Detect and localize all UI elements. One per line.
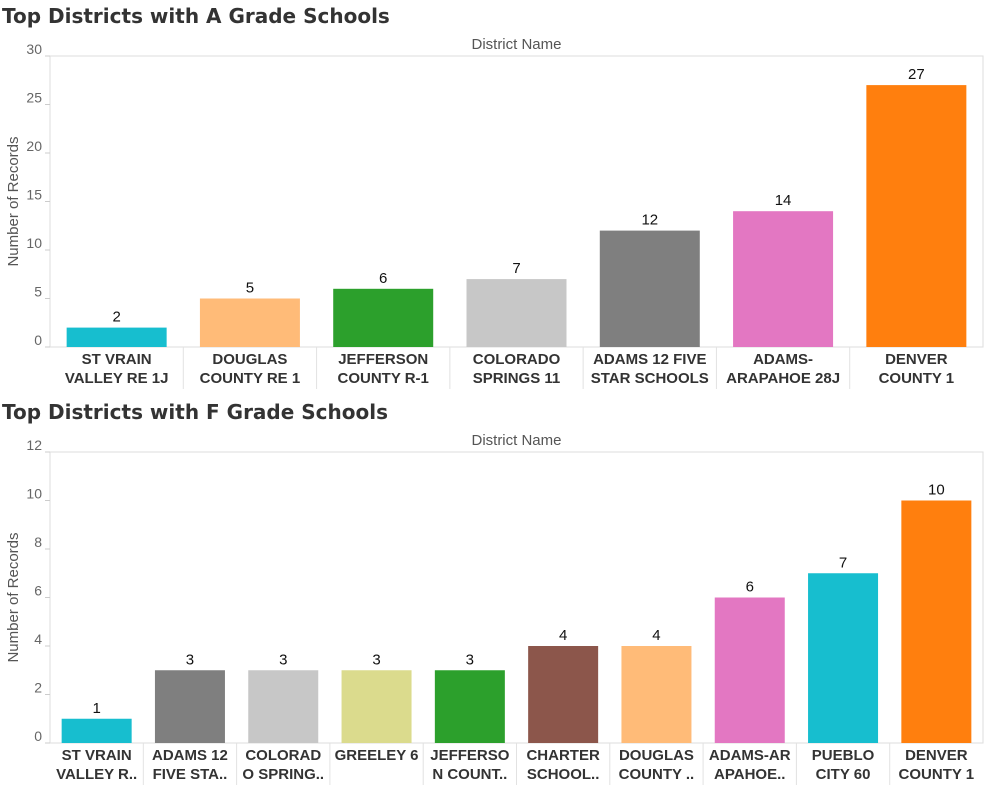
data-label: 3 — [279, 651, 287, 668]
category-label: ADAMS 12 — [152, 747, 228, 764]
y-tick-label: 8 — [34, 534, 42, 550]
category-label: SPRINGS 11 — [473, 370, 561, 387]
bar[interactable] — [333, 288, 434, 347]
y-axis-title: Number of Records — [5, 532, 22, 662]
data-label: 3 — [466, 651, 474, 668]
data-label: 6 — [379, 270, 387, 287]
category-label: COUNTY 1 — [899, 766, 975, 783]
y-tick-label: 6 — [34, 583, 42, 599]
bar[interactable] — [866, 85, 967, 347]
category-label: COUNTY .. — [619, 766, 695, 783]
category-label: DOUGLAS — [619, 747, 694, 764]
category-label: JEFFERSO — [430, 747, 510, 764]
y-tick-label: 0 — [34, 332, 42, 348]
category-label: ARAPAHOE 28J — [726, 370, 840, 387]
bar[interactable] — [901, 500, 972, 744]
category-label: SCHOOL.. — [527, 766, 600, 783]
data-label: 2 — [112, 309, 120, 326]
chart-a-title: Top Districts with A Grade Schools — [2, 4, 390, 28]
data-label: 3 — [372, 651, 380, 668]
y-axis-title: Number of Records — [5, 136, 22, 266]
category-label: ST VRAIN — [82, 351, 152, 368]
data-label: 7 — [512, 260, 520, 277]
bar[interactable] — [528, 646, 599, 743]
x-axis-title: District Name — [471, 432, 561, 449]
bar[interactable] — [714, 597, 785, 744]
bar[interactable] — [66, 327, 167, 347]
data-label: 14 — [775, 192, 792, 209]
bar[interactable] — [621, 646, 692, 743]
category-label: COUNTY R-1 — [338, 370, 429, 387]
category-label: VALLEY R.. — [56, 766, 137, 783]
chart-f-title: Top Districts with F Grade Schools — [2, 400, 389, 424]
category-label: CITY 60 — [816, 766, 871, 783]
category-label: GREELEY 6 — [335, 747, 419, 764]
category-label: ADAMS 12 FIVE — [593, 351, 706, 368]
category-label: ADAMS-AR — [709, 747, 791, 764]
bar[interactable] — [199, 298, 300, 348]
data-label: 27 — [908, 66, 925, 83]
category-label: PUEBLO — [812, 747, 875, 764]
bar[interactable] — [733, 211, 834, 347]
category-label: COUNTY RE 1 — [200, 370, 301, 387]
category-label: FIVE STA.. — [153, 766, 228, 783]
bar[interactable] — [248, 670, 319, 743]
y-tick-label: 15 — [26, 187, 42, 203]
x-axis-title: District Name — [471, 36, 561, 53]
y-tick-label: 20 — [26, 138, 42, 154]
data-label: 7 — [839, 554, 847, 571]
data-label: 4 — [559, 627, 567, 644]
category-label: N COUNT.. — [432, 766, 507, 783]
y-tick-label: 0 — [34, 728, 42, 744]
category-label: ST VRAIN — [62, 747, 132, 764]
y-tick-label: 12 — [26, 437, 42, 453]
bar[interactable] — [434, 670, 505, 743]
y-tick-label: 4 — [34, 631, 42, 647]
category-label: COUNTY 1 — [879, 370, 955, 387]
bar[interactable] — [808, 573, 879, 743]
y-tick-label: 2 — [34, 680, 42, 696]
y-tick-label: 5 — [34, 284, 42, 300]
category-label: COLORAD — [245, 747, 321, 764]
data-label: 3 — [186, 651, 194, 668]
y-tick-label: 30 — [26, 41, 42, 57]
chart-f: District Name Number of Records 0 2 4 6 8 10 12 1… — [5, 432, 984, 785]
data-label: 10 — [928, 482, 945, 499]
category-label: CHARTER — [526, 747, 599, 764]
category-label: O SPRING.. — [242, 766, 324, 783]
category-label: COLORADO — [473, 351, 561, 368]
bar[interactable] — [154, 670, 225, 743]
category-label: DENVER — [905, 747, 968, 764]
data-label: 5 — [246, 280, 254, 297]
category-label: STAR SCHOOLS — [591, 370, 709, 387]
data-label: 6 — [746, 579, 754, 596]
bar[interactable] — [599, 230, 700, 347]
y-tick-label: 25 — [26, 90, 42, 106]
y-tick-label: 10 — [26, 235, 42, 251]
category-label: DOUGLAS — [212, 351, 287, 368]
category-label: VALLEY RE 1J — [65, 370, 169, 387]
category-label: ADAMS- — [753, 351, 813, 368]
data-label: 4 — [652, 627, 660, 644]
y-tick-label: 10 — [26, 486, 42, 502]
category-label: APAHOE.. — [714, 766, 785, 783]
bar[interactable] — [466, 279, 567, 347]
category-label: DENVER — [885, 351, 948, 368]
data-label: 12 — [641, 212, 658, 229]
bar[interactable] — [341, 670, 412, 743]
data-label: 1 — [92, 700, 100, 717]
bar[interactable] — [61, 718, 132, 743]
category-label: JEFFERSON — [338, 351, 428, 368]
